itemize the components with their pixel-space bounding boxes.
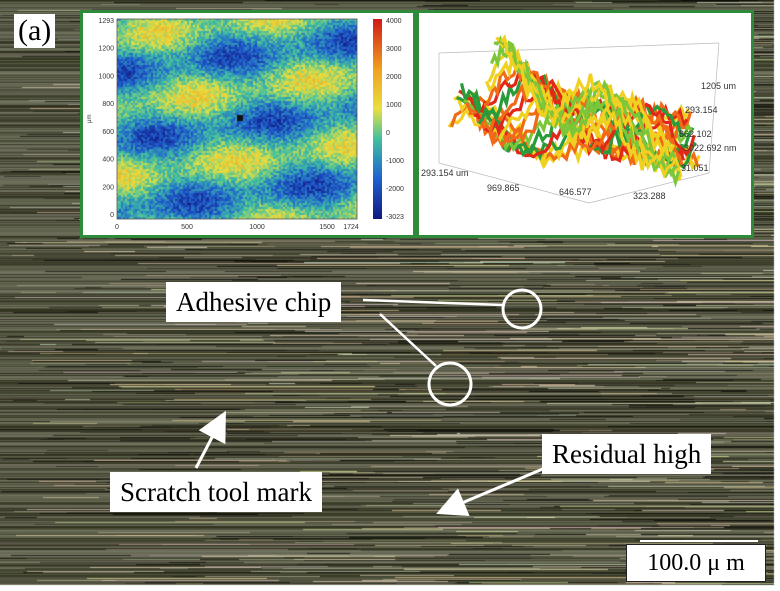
colorbar-tick-label: -2000 (386, 186, 404, 193)
axis-box-line (588, 172, 710, 204)
colorbar-tick-label: 2000 (386, 74, 402, 81)
height-map-image (117, 19, 357, 219)
x-tick-label: 0 (115, 224, 119, 231)
surface-axis-label: 31.051 (681, 163, 709, 173)
y-tick-label: 1293 (98, 18, 114, 25)
surface-ridge (495, 36, 678, 180)
y-tick-label: 800 (102, 101, 114, 108)
scratch-tool-mark-label: Scratch tool mark (110, 472, 322, 512)
scale-bar-label: 100.0 μ m (626, 544, 766, 582)
colorbar-tick-label: -3023 (386, 214, 404, 221)
adhesive-chip-label: Adhesive chip (166, 282, 342, 322)
colorbar-tick-label: 4000 (386, 18, 402, 25)
surface-3d-plot: 1205 um 293.154 862.102 -3022.692 nm 31.051 2… (421, 33, 737, 204)
y-tick-label: 600 (102, 129, 114, 136)
surface-axis-label: 293.154 (685, 105, 718, 115)
colorbar-tick-label: 0 (386, 130, 390, 137)
surface-axis-label: 969.865 (487, 183, 520, 193)
y-axis-unit: μm (87, 115, 93, 123)
x-tick-label: 1000 (249, 224, 265, 231)
colorbar-tick-label: 1000 (386, 102, 402, 109)
surface-ridge (500, 33, 676, 171)
y-tick-label: 1200 (98, 46, 114, 53)
surface-axis-label: 1205 um (701, 81, 736, 91)
surface-axis-label: 323.288 (633, 191, 666, 201)
surface-axis-label: -3022.692 nm (681, 143, 737, 153)
y-tick-label: 200 (102, 184, 114, 191)
residual-high-label: Residual high (542, 434, 712, 474)
colorbar-tick-label: 3000 (386, 46, 402, 53)
surface-axis-label: 862.102 (679, 129, 712, 139)
colorbar (373, 19, 382, 219)
colorbar-tick-label: -1000 (386, 158, 404, 165)
x-tick-label: 1500 (319, 224, 335, 231)
axis-box-line (438, 42, 720, 54)
axis-box-line (438, 162, 590, 204)
surface-axis-label: 646.577 (559, 187, 592, 197)
surface-axis-label: 293.154 um (421, 168, 469, 178)
axis-box-line (708, 42, 720, 174)
y-tick-label: 1000 (98, 73, 114, 80)
x-tick-label: 500 (181, 224, 193, 231)
surface-3d-inset: 1205 um 293.154 862.102 -3022.692 nm 31.051 2… (416, 10, 754, 238)
y-tick-label: 400 (102, 157, 114, 164)
x-tick-label: 1724 (343, 224, 359, 231)
height-map-inset: μm 1293 1200 1000 800 600 400 200 0 0 500 1000 150… (80, 10, 416, 238)
panel-label: (a) (14, 14, 56, 48)
y-tick-label: 0 (110, 212, 114, 219)
